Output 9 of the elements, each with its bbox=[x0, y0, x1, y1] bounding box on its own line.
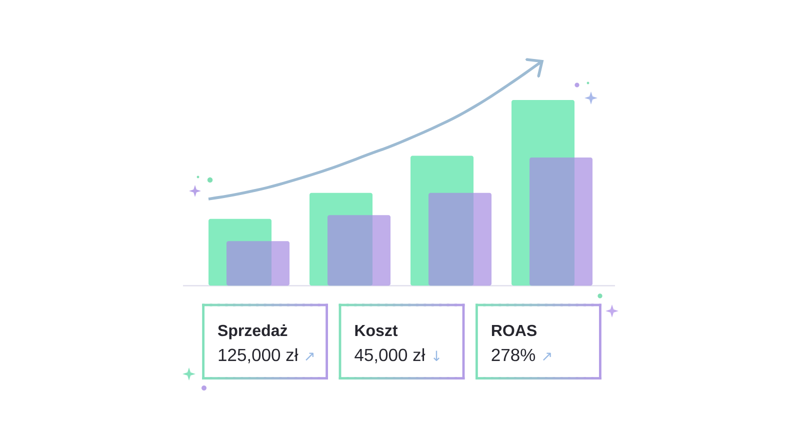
text: ↗ bbox=[543, 352, 551, 361]
text: Sprzedaż bbox=[218, 324, 288, 340]
text: ROAS bbox=[492, 324, 536, 336]
text: Koszt bbox=[355, 324, 398, 336]
text: ↗ bbox=[306, 352, 314, 361]
text: 45,000 zł bbox=[354, 348, 426, 364]
text: 278% bbox=[492, 348, 536, 362]
text: 125,000 zł bbox=[218, 348, 298, 364]
text: ↓ bbox=[434, 350, 440, 362]
